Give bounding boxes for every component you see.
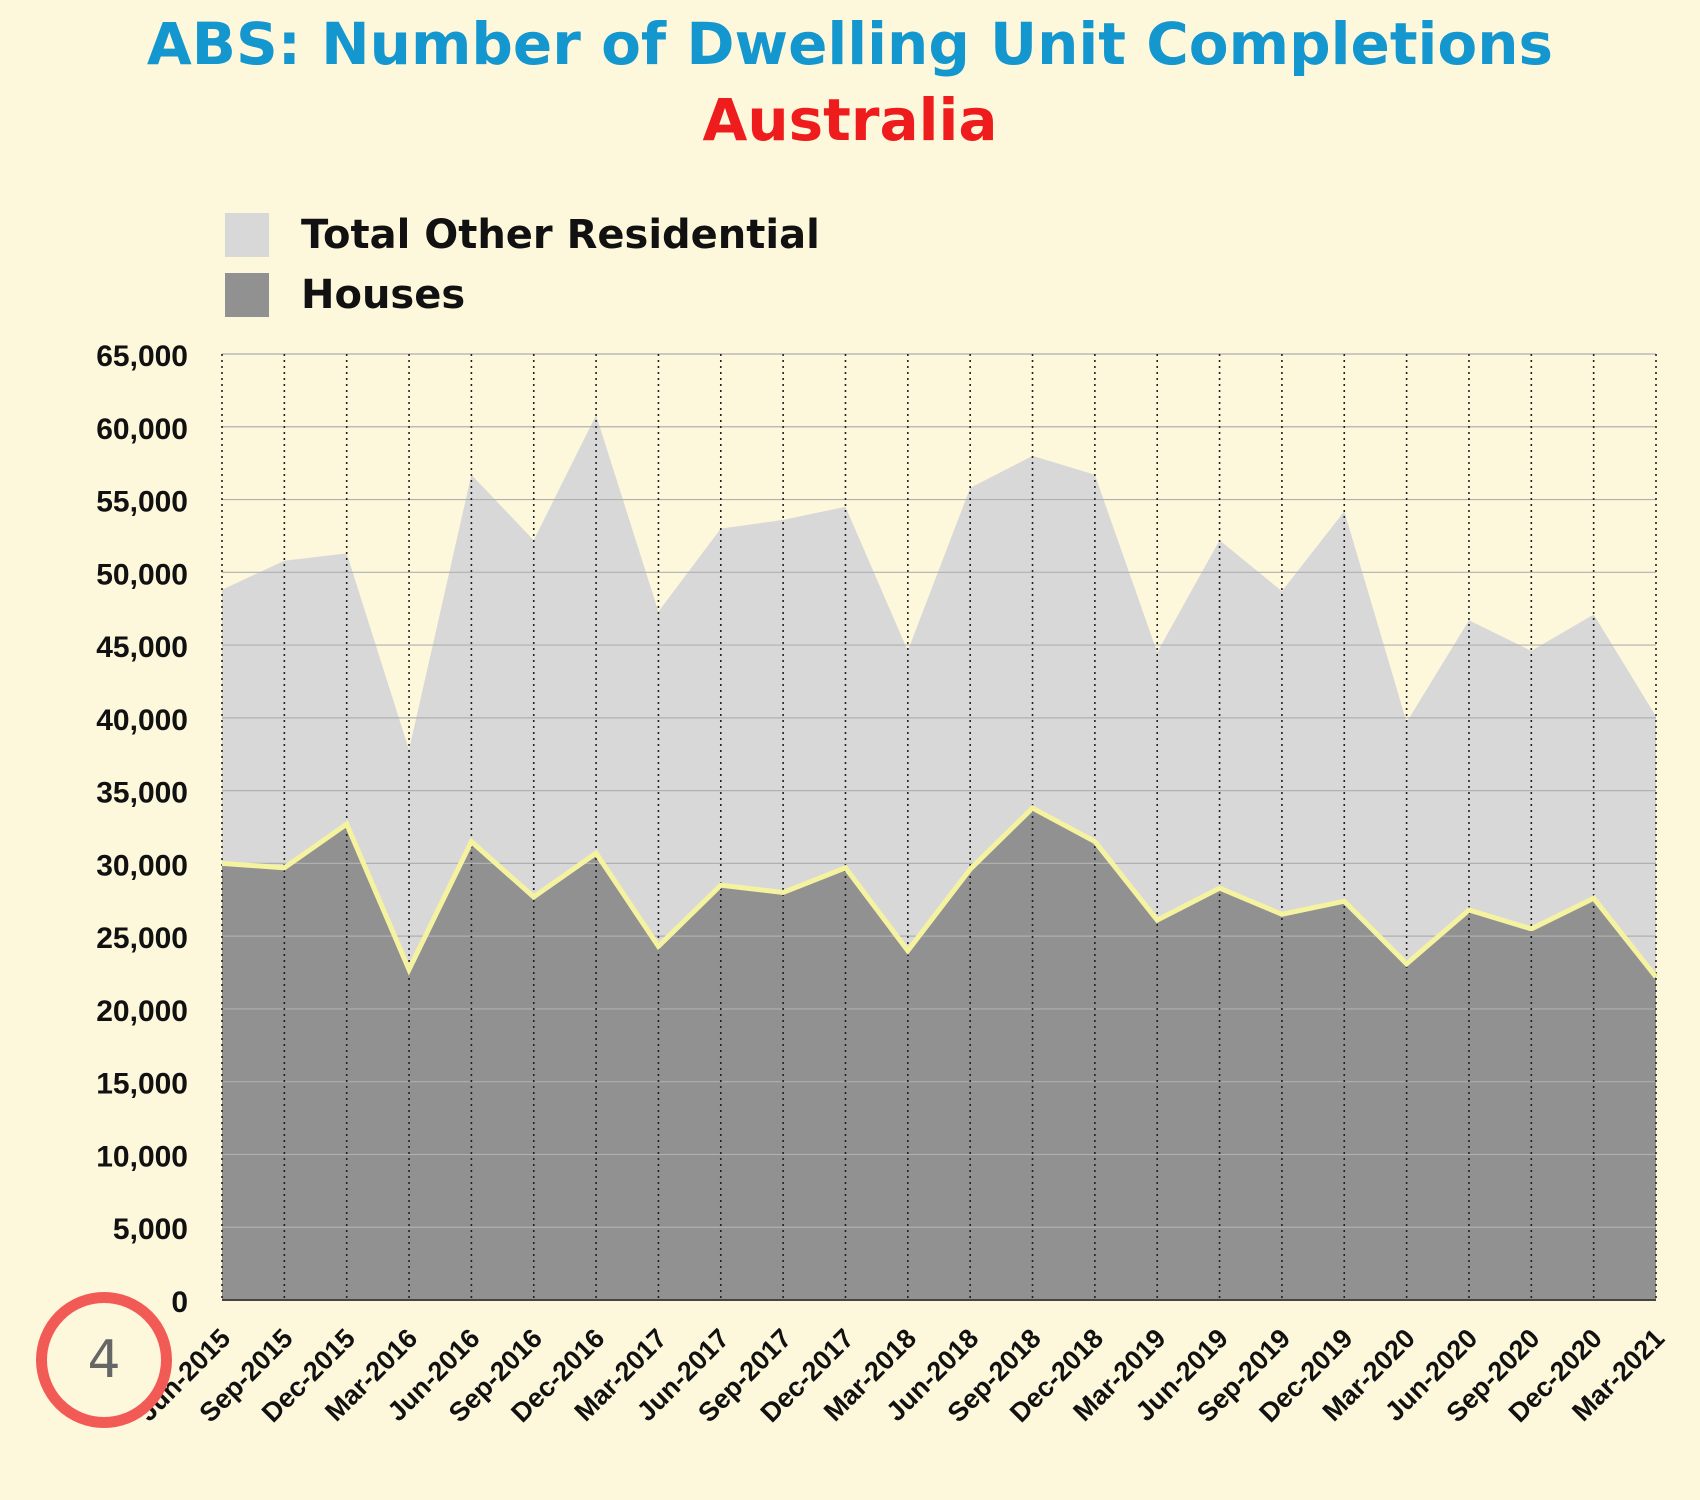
legend-label-other-residential: Total Other Residential <box>301 212 820 258</box>
y-tick-label: 55,000 <box>96 486 188 519</box>
area-houses <box>222 808 1656 1300</box>
legend: Total Other Residential Houses <box>225 205 820 325</box>
legend-label-houses: Houses <box>301 272 466 318</box>
y-tick-label: 30,000 <box>96 849 188 882</box>
y-tick-label: 15,000 <box>96 1068 188 1101</box>
legend-swatch-houses <box>225 273 269 317</box>
y-tick-label: 5,000 <box>113 1213 188 1246</box>
y-tick-label: 35,000 <box>96 777 188 810</box>
legend-item-other-residential: Total Other Residential <box>225 205 820 265</box>
legend-item-houses: Houses <box>225 265 820 325</box>
y-tick-label: 25,000 <box>96 922 188 955</box>
chart-subtitle: Australia <box>702 86 998 154</box>
y-tick-label: 45,000 <box>96 631 188 664</box>
y-tick-label: 20,000 <box>96 995 188 1028</box>
y-tick-label: 10,000 <box>96 1140 188 1173</box>
houses-line <box>221 805 1658 979</box>
y-tick-label: 65,000 <box>96 340 188 373</box>
y-tick-label: 50,000 <box>96 558 188 591</box>
y-tick-label: 60,000 <box>96 413 188 446</box>
y-tick-label: 40,000 <box>96 704 188 737</box>
chart-title: ABS: Number of Dwelling Unit Completions <box>146 10 1554 78</box>
page-number-badge: 4 <box>36 1292 172 1428</box>
y-tick-label: 0 <box>171 1286 188 1319</box>
legend-swatch-other-residential <box>225 213 269 257</box>
